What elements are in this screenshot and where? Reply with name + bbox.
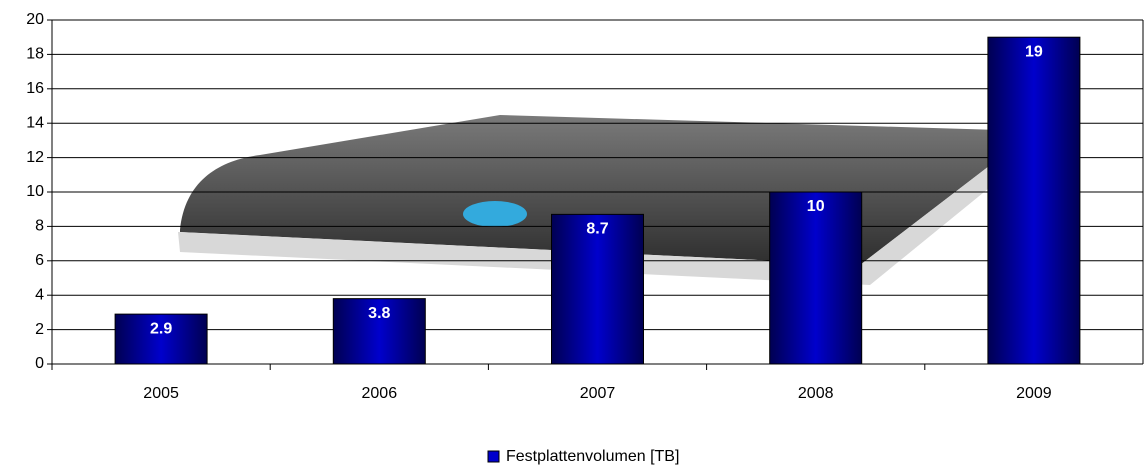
y-tick-label: 2 [35, 321, 44, 338]
y-tick-label: 20 [26, 11, 44, 28]
x-tick-label: 2009 [1016, 385, 1052, 402]
y-tick-label: 14 [26, 114, 44, 131]
x-tick-label: 2006 [362, 385, 398, 402]
y-tick-label: 6 [35, 252, 44, 269]
value-label: 19 [1025, 43, 1043, 60]
x-tick-label: 2007 [580, 385, 616, 402]
y-tick-label: 10 [26, 183, 44, 200]
bar-shade [333, 298, 426, 364]
y-tick-label: 0 [35, 355, 44, 372]
x-tick-label: 2005 [143, 385, 179, 402]
bar-shade [987, 37, 1080, 364]
value-label: 10 [807, 198, 825, 215]
bar-shade [769, 192, 862, 364]
legend-box [487, 450, 500, 463]
y-tick-label: 8 [35, 218, 44, 235]
bar-shade [115, 314, 208, 364]
value-label: 8.7 [586, 221, 608, 238]
bar-shade [551, 214, 644, 364]
y-tick-label: 4 [35, 286, 44, 303]
y-tick-label: 16 [26, 80, 44, 97]
y-tick-label: 18 [26, 46, 44, 63]
value-label: 2.9 [150, 320, 172, 337]
x-tick-label: 2008 [798, 385, 834, 402]
legend-label: Festplattenvolumen [TB] [506, 448, 679, 465]
value-label: 3.8 [368, 305, 390, 322]
y-tick-label: 12 [26, 149, 44, 166]
